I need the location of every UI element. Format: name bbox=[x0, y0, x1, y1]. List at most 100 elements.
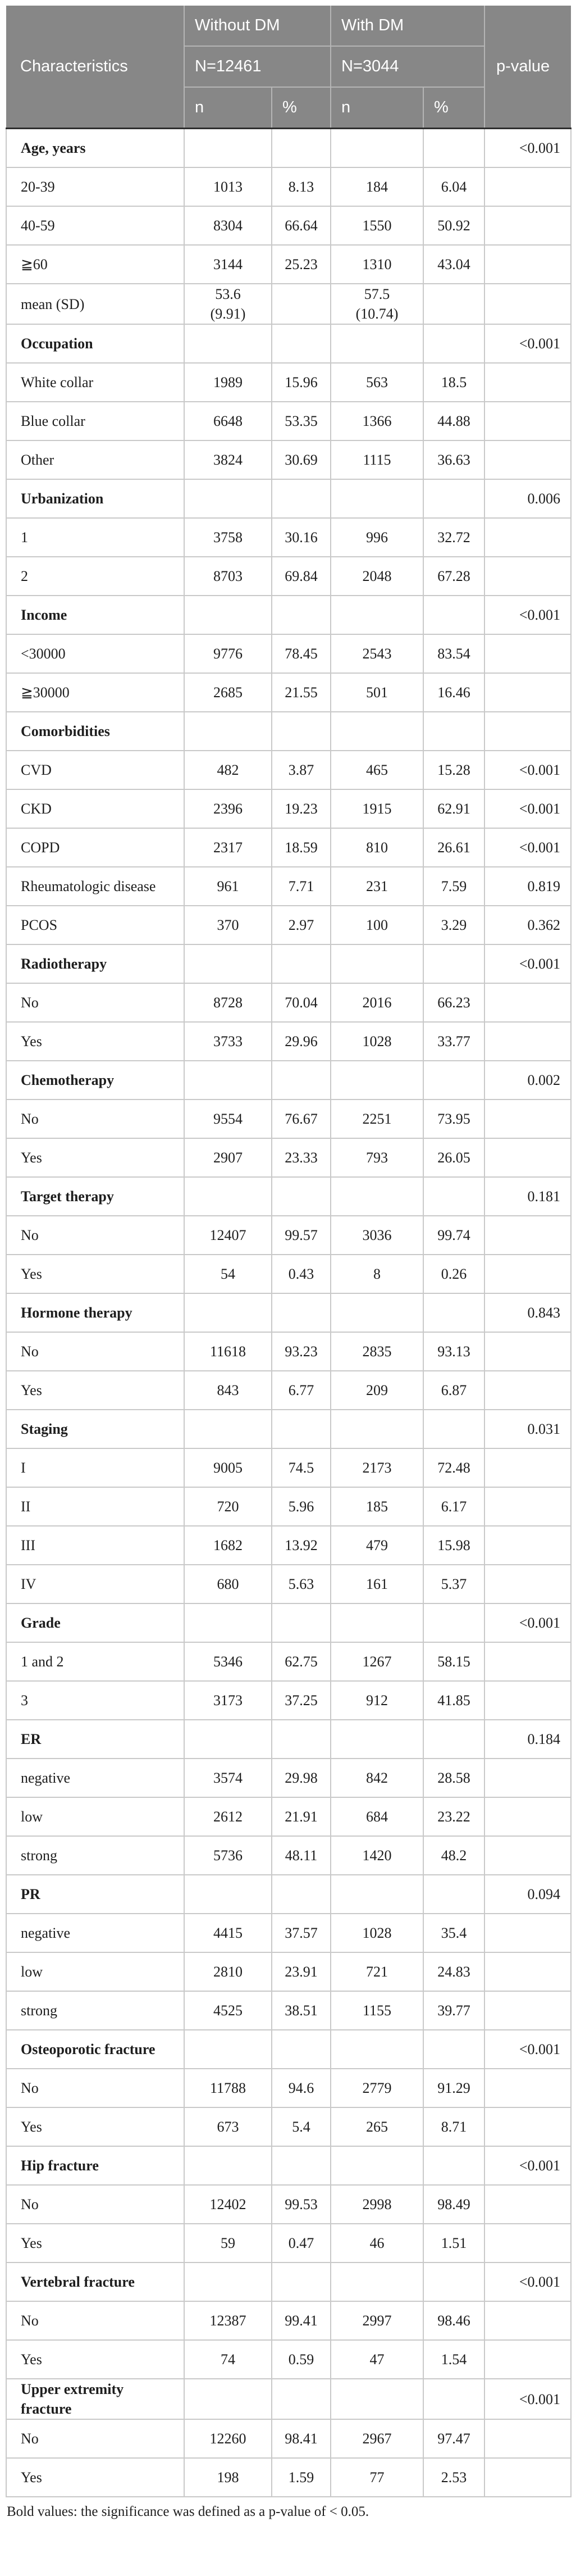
cell-n-without: 673 bbox=[184, 2107, 272, 2147]
col-subheader-n-without: n bbox=[184, 87, 272, 129]
cell-n-without bbox=[184, 2262, 272, 2302]
table-row: mean (SD) 53.6 (9.91) 57.5 (10.74) bbox=[6, 283, 572, 325]
cell-n-without: 9554 bbox=[184, 1099, 272, 1139]
cell-p-value bbox=[484, 556, 572, 597]
cell-pct-with: 6.04 bbox=[423, 167, 486, 207]
cell-p-value bbox=[484, 1564, 572, 1605]
cell-n-with bbox=[330, 595, 424, 635]
cell-pct-with: 36.63 bbox=[423, 440, 486, 480]
cell-characteristic: Vertebral fracture bbox=[6, 2262, 185, 2302]
cell-characteristic: Other bbox=[6, 440, 185, 480]
cell-pct-with bbox=[423, 1874, 486, 1915]
cell-n-with: 721 bbox=[330, 1952, 424, 1992]
cell-pct-without: 21.55 bbox=[271, 673, 332, 713]
cell-n-without: 12402 bbox=[184, 2184, 272, 2225]
cell-n-with: 2835 bbox=[330, 1332, 424, 1372]
cell-pct-with bbox=[423, 324, 486, 364]
col-header-p-value: p-value bbox=[484, 6, 572, 129]
cell-characteristic: Yes bbox=[6, 1138, 185, 1178]
cell-n-without: 8304 bbox=[184, 206, 272, 246]
cell-n-with: 2998 bbox=[330, 2184, 424, 2225]
cell-p-value bbox=[484, 1680, 572, 1721]
cell-n-without: 1013 bbox=[184, 167, 272, 207]
cell-n-with: 161 bbox=[330, 1564, 424, 1605]
cell-characteristic: Target therapy bbox=[6, 1176, 185, 1217]
cell-n-with: 810 bbox=[330, 828, 424, 868]
cell-n-with: 1028 bbox=[330, 1913, 424, 1953]
table-row: No 12260 98.41 2967 97.47 bbox=[6, 2419, 572, 2459]
table-row: Blue collar 6648 53.35 1366 44.88 bbox=[6, 401, 572, 442]
cell-characteristic: Rheumatologic disease bbox=[6, 866, 185, 907]
table-row: Vertebral fracture <0.001 bbox=[6, 2262, 572, 2302]
table-row: No 8728 70.04 2016 66.23 bbox=[6, 983, 572, 1023]
cell-n-without bbox=[184, 2146, 272, 2186]
cell-characteristic: Income bbox=[6, 595, 185, 635]
cell-characteristic: mean (SD) bbox=[6, 283, 185, 325]
cell-pct-without: 99.57 bbox=[271, 1215, 332, 1256]
cell-n-without bbox=[184, 944, 272, 984]
table-row: Yes 59 0.47 46 1.51 bbox=[6, 2223, 572, 2264]
cell-p-value bbox=[484, 1448, 572, 1488]
cell-n-with: 2543 bbox=[330, 634, 424, 674]
cell-n-with bbox=[330, 1060, 424, 1101]
cell-p-value: 0.184 bbox=[484, 1719, 572, 1760]
cell-pct-with: 39.77 bbox=[423, 1991, 486, 2031]
cell-n-with: 8 bbox=[330, 1254, 424, 1294]
cell-p-value bbox=[484, 1642, 572, 1682]
cell-pct-with bbox=[423, 1293, 486, 1333]
cell-n-with: 563 bbox=[330, 362, 424, 403]
cell-p-value bbox=[484, 1797, 572, 1837]
cell-n-with: 1420 bbox=[330, 1836, 424, 1876]
col-header-n-total-with: N=3044 bbox=[330, 46, 486, 88]
cell-pct-with bbox=[423, 2029, 486, 2070]
cell-n-without: 961 bbox=[184, 866, 272, 907]
table-row: strong 5736 48.11 1420 48.2 bbox=[6, 1836, 572, 1876]
cell-n-without: 12407 bbox=[184, 1215, 272, 1256]
cell-pct-without: 76.67 bbox=[271, 1099, 332, 1139]
cell-n-with: 1915 bbox=[330, 789, 424, 829]
cell-pct-without: 37.57 bbox=[271, 1913, 332, 1953]
cell-n-without: 2317 bbox=[184, 828, 272, 868]
table-row: No 11618 93.23 2835 93.13 bbox=[6, 1332, 572, 1372]
cell-n-without bbox=[184, 1176, 272, 1217]
cell-pct-without: 1.59 bbox=[271, 2457, 332, 2498]
cell-characteristic: negative bbox=[6, 1758, 185, 1798]
table-row: No 9554 76.67 2251 73.95 bbox=[6, 1099, 572, 1139]
cell-pct-without: 53.35 bbox=[271, 401, 332, 442]
cell-n-without bbox=[184, 1293, 272, 1333]
cell-p-value bbox=[484, 1021, 572, 1062]
cell-n-with: 501 bbox=[330, 673, 424, 713]
cell-p-value bbox=[484, 2339, 572, 2380]
table-row: Chemotherapy 0.002 bbox=[6, 1060, 572, 1101]
cell-pct-without bbox=[271, 2262, 332, 2302]
cell-pct-without: 70.04 bbox=[271, 983, 332, 1023]
cell-pct-without: 99.41 bbox=[271, 2301, 332, 2341]
table-row: negative 3574 29.98 842 28.58 bbox=[6, 1758, 572, 1798]
cell-pct-without: 66.64 bbox=[271, 206, 332, 246]
cell-characteristic: Occupation bbox=[6, 324, 185, 364]
cell-p-value bbox=[484, 2068, 572, 2109]
cell-p-value bbox=[484, 440, 572, 480]
cell-characteristic: PR bbox=[6, 1874, 185, 1915]
table-row: No 11788 94.6 2779 91.29 bbox=[6, 2068, 572, 2109]
cell-n-without: 12260 bbox=[184, 2419, 272, 2459]
table-row: White collar 1989 15.96 563 18.5 bbox=[6, 362, 572, 403]
cell-p-value bbox=[484, 1138, 572, 1178]
table-row: III 1682 13.92 479 15.98 bbox=[6, 1525, 572, 1566]
cell-pct-without: 74.5 bbox=[271, 1448, 332, 1488]
cell-pct-with: 3.29 bbox=[423, 905, 486, 946]
cell-p-value bbox=[484, 1099, 572, 1139]
cell-p-value bbox=[484, 2223, 572, 2264]
cell-n-without: 370 bbox=[184, 905, 272, 946]
cell-n-without: 2810 bbox=[184, 1952, 272, 1992]
col-header-without-dm: Without DM bbox=[183, 6, 332, 47]
table-row: ER 0.184 bbox=[6, 1719, 572, 1760]
cell-characteristic: Yes bbox=[6, 1254, 185, 1294]
cell-characteristic: ER bbox=[6, 1719, 185, 1760]
table-row: Rheumatologic disease 961 7.71 231 7.59 0.819 bbox=[6, 866, 572, 907]
cell-p-value bbox=[484, 167, 572, 207]
cell-p-value bbox=[484, 1525, 572, 1566]
cell-pct-with: 62.91 bbox=[423, 789, 486, 829]
cell-pct-with: 41.85 bbox=[423, 1680, 486, 1721]
cell-n-without: 4525 bbox=[184, 1991, 272, 2031]
